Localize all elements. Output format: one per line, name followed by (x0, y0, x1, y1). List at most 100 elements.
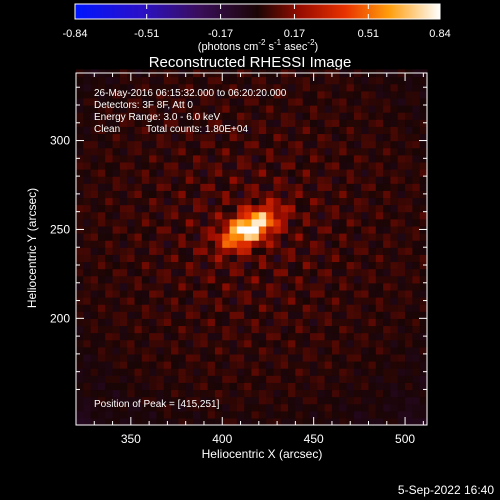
heatmap-pixel (390, 225, 399, 234)
heatmap-pixel (207, 119, 216, 127)
heatmap-pixel (266, 410, 275, 419)
heatmap-pixel (383, 147, 392, 156)
heatmap-pixel (346, 140, 355, 149)
heatmap-pixel (375, 254, 384, 263)
heatmap-pixel (222, 275, 231, 284)
heatmap-pixel (324, 169, 333, 177)
heatmap-pixel (405, 140, 413, 149)
heatmap-pixel (193, 240, 201, 248)
heatmap-pixel (266, 261, 275, 270)
heatmap-pixel (346, 105, 355, 113)
heatmap-pixel (119, 83, 128, 92)
heatmap-pixel (412, 169, 421, 177)
heatmap-pixel (390, 147, 399, 156)
heatmap-pixel (258, 176, 267, 184)
heatmap-pixel (171, 389, 179, 398)
heatmap-pixel (375, 83, 384, 92)
heatmap-pixel (324, 389, 333, 398)
heatmap-pixel (244, 332, 253, 341)
heatmap-pixel (112, 318, 121, 327)
heatmap-pixel (375, 346, 384, 355)
heatmap-pixel (251, 76, 260, 85)
heatmap-pixel (97, 90, 106, 99)
heatmap-pixel (222, 368, 231, 376)
heatmap-pixel (156, 375, 165, 383)
heatmap-pixel (368, 90, 377, 99)
heatmap-pixel (244, 297, 253, 305)
heatmap-pixel (200, 147, 209, 156)
heatmap-pixel (251, 133, 260, 142)
heatmap-pixel (97, 105, 106, 113)
heatmap-pixel (97, 289, 106, 298)
heatmap-pixel (178, 375, 187, 383)
heatmap-pixel (229, 147, 238, 156)
heatmap-pixel (149, 147, 158, 156)
heatmap-pixel (324, 304, 333, 312)
heatmap-pixel (90, 161, 99, 170)
heatmap-pixel (97, 76, 106, 85)
heatmap-pixel (317, 225, 326, 234)
heatmap-pixel (90, 268, 99, 277)
heatmap-pixel (141, 169, 150, 177)
heatmap-pixel (310, 161, 318, 170)
heatmap-pixel (412, 311, 421, 319)
heatmap-pixel (134, 176, 143, 184)
heatmap-pixel (405, 410, 413, 419)
heatmap-pixel (200, 332, 209, 341)
heatmap-pixel (171, 361, 179, 369)
heatmap-pixel (397, 169, 406, 177)
heatmap-pixel (405, 297, 413, 305)
heatmap-pixel (361, 297, 370, 305)
heatmap-pixel (346, 133, 355, 142)
heatmap-pixel (266, 83, 275, 92)
heatmap-pixel (83, 176, 92, 184)
heatmap-pixel (375, 304, 384, 312)
heatmap-pixel (236, 90, 245, 99)
heatmap-pixel (214, 268, 223, 277)
heatmap-pixel (251, 105, 260, 113)
heatmap-pixel (280, 161, 289, 170)
heatmap-pixel (331, 417, 340, 426)
heatmap-pixel (185, 318, 194, 327)
heatmap-pixel (310, 254, 318, 263)
heatmap-pixel (156, 361, 165, 369)
heatmap-pixel (207, 410, 216, 419)
heatmap-pixel (185, 133, 194, 142)
heatmap-pixel (156, 97, 165, 106)
heatmap-pixel (302, 410, 311, 419)
heatmap-pixel (310, 197, 318, 206)
heatmap-pixel (302, 353, 311, 362)
heatmap-pixel (295, 197, 304, 206)
heatmap-pixel (171, 346, 179, 355)
heatmap-pixel (193, 154, 201, 163)
heatmap-pixel (178, 297, 187, 305)
heatmap-pixel (390, 183, 399, 191)
heatmap-pixel (127, 112, 136, 120)
heatmap-pixel (405, 282, 413, 291)
heatmap-pixel (346, 332, 355, 341)
heatmap-pixel (346, 83, 355, 92)
heatmap-pixel (127, 410, 136, 419)
heatmap-pixel (419, 247, 428, 255)
heatmap-pixel (368, 133, 377, 142)
heatmap-pixel (119, 154, 128, 163)
heatmap-pixel (90, 218, 99, 227)
heatmap-pixel (280, 105, 289, 113)
heatmap-pixel (258, 183, 267, 191)
heatmap-pixel (83, 140, 92, 149)
heatmap-pixel (214, 161, 223, 170)
heatmap-pixel (222, 417, 231, 426)
heatmap-pixel (76, 218, 84, 227)
heatmap-pixel (105, 282, 114, 291)
heatmap-pixel (185, 304, 194, 312)
heatmap-pixel (207, 297, 216, 305)
footer-date: 5-Sep-2022 16:40 (398, 483, 494, 497)
heatmap-pixel (156, 204, 165, 213)
heatmap-pixel (163, 204, 172, 213)
heatmap-pixel (302, 83, 311, 92)
heatmap-pixel (317, 169, 326, 177)
heatmap-pixel (200, 289, 209, 298)
heatmap-pixel (127, 97, 136, 106)
heatmap-pixel (397, 325, 406, 334)
heatmap-pixel (302, 154, 311, 163)
